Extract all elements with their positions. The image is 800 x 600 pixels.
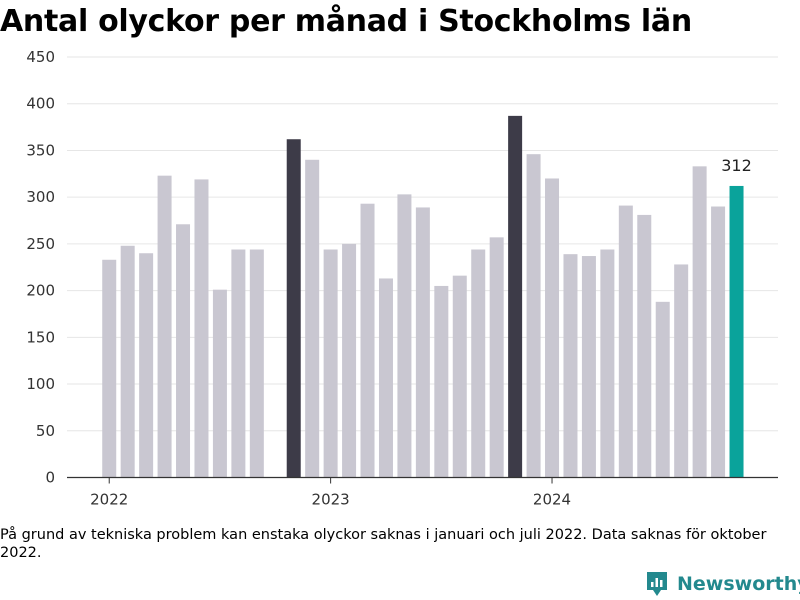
y-tick-label: 100 [26,375,55,393]
bars [102,115,744,478]
data-labels: 312 [721,156,752,175]
bar [692,166,707,478]
y-tick-label: 300 [26,188,55,206]
y-tick-label: 200 [26,282,55,300]
y-tick-label: 50 [36,422,55,440]
bar [489,237,504,478]
bar [434,285,449,478]
bar-chart: 0 50 100 150 200 250 300 350 400 450 312 2022 2023… [26,48,778,509]
bar [508,115,523,478]
x-axis: 2022 2023 2024 [67,476,778,509]
bar [176,224,191,478]
bar [674,264,689,478]
x-tick-label: 2024 [533,491,571,509]
y-tick-label: 0 [45,469,55,487]
bar [360,203,375,478]
y-tick-label: 150 [26,328,55,346]
bar [397,194,412,478]
bar [231,249,246,478]
bar [286,139,301,478]
brand-name: Newsworthy [677,573,800,595]
bar [618,205,633,478]
bar [545,178,560,478]
y-tick-label: 450 [26,48,55,66]
x-tick-label: 2022 [90,491,128,509]
bar [157,175,172,478]
bar [711,206,726,478]
bar [471,249,486,478]
y-axis-ticks: 0 50 100 150 200 250 300 350 400 450 [26,48,55,487]
bar [342,243,357,478]
bar [655,301,670,478]
bar [637,214,652,478]
bar [600,249,615,478]
y-tick-label: 350 [26,141,55,159]
y-tick-label: 400 [26,95,55,113]
bar [563,254,578,478]
bar [323,249,338,478]
bar [120,245,135,478]
bar [249,249,264,478]
y-tick-label: 250 [26,235,55,253]
bar [729,185,744,478]
bar [452,275,467,478]
bar [194,179,209,478]
bar-chart-logo-icon [647,572,667,596]
bar [415,207,430,478]
bar [305,159,320,478]
bar [378,278,393,478]
footnote: På grund av tekniska problem kan enstaka… [0,527,767,561]
bar [581,256,596,478]
bar [526,154,541,478]
chart-title: Antal olyckor per månad i Stockholms län [0,4,692,39]
brand-logo: Newsworthy [645,570,800,598]
bar [102,259,117,478]
x-tick-label: 2023 [312,491,350,509]
bar [139,253,154,478]
data-label: 312 [721,156,752,175]
bar [212,289,227,478]
